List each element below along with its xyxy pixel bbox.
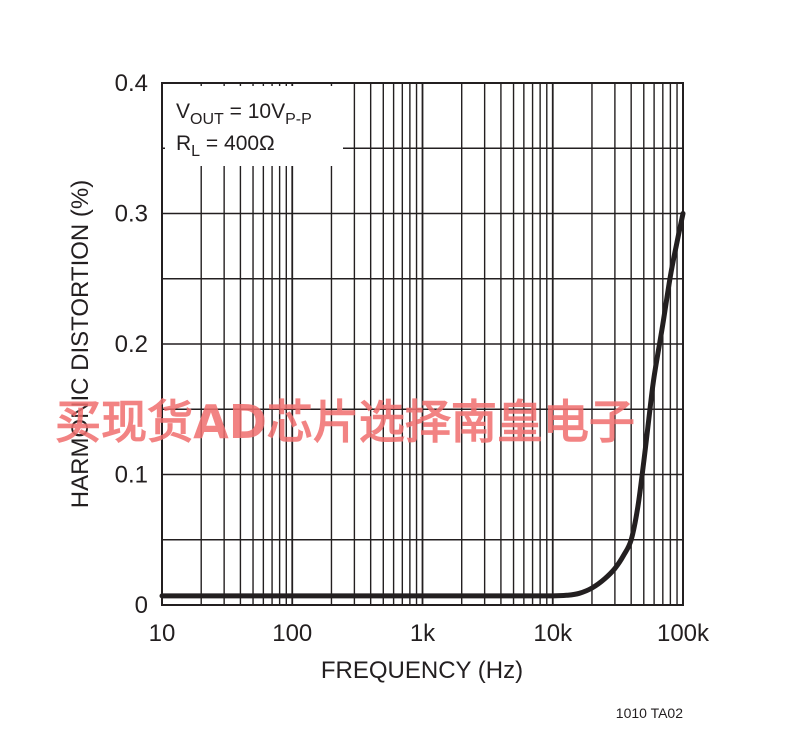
y-tick-label: 0.2 bbox=[115, 331, 148, 358]
grid-lines bbox=[162, 83, 683, 605]
y-tick-label: 0.1 bbox=[115, 462, 148, 489]
y-tick-label: 0 bbox=[135, 592, 148, 619]
series-layer bbox=[159, 211, 686, 599]
x-tick-label: 100k bbox=[657, 620, 710, 647]
y-tick-labels: 0 0.1 0.2 0.3 0.4 bbox=[115, 70, 148, 619]
x-tick-label: 100 bbox=[272, 620, 312, 647]
x-tick-label: 1k bbox=[410, 620, 436, 647]
y-tick-label: 0.3 bbox=[115, 201, 148, 228]
plot-frame bbox=[161, 82, 684, 606]
y-axis-title: HARMONIC DISTORTION (%) bbox=[67, 180, 94, 508]
x-tick-label: 10 bbox=[149, 620, 176, 647]
annotation-rl: RL = 400Ω bbox=[176, 132, 275, 160]
distortion-curve bbox=[159, 211, 686, 599]
x-axis-title: FREQUENCY (Hz) bbox=[321, 657, 523, 684]
y-tick-label: 0.4 bbox=[115, 70, 148, 97]
x-tick-label: 10k bbox=[533, 620, 573, 647]
annotation-background bbox=[165, 86, 343, 166]
watermark: 买现货AD芯片选择南皇电子 bbox=[55, 395, 635, 449]
x-tick-labels: 10 100 1k 10k 100k bbox=[149, 620, 710, 647]
annotation-vout: VOUT = 10VP-P bbox=[176, 100, 312, 128]
figure-id: 1010 TA02 bbox=[616, 705, 683, 721]
